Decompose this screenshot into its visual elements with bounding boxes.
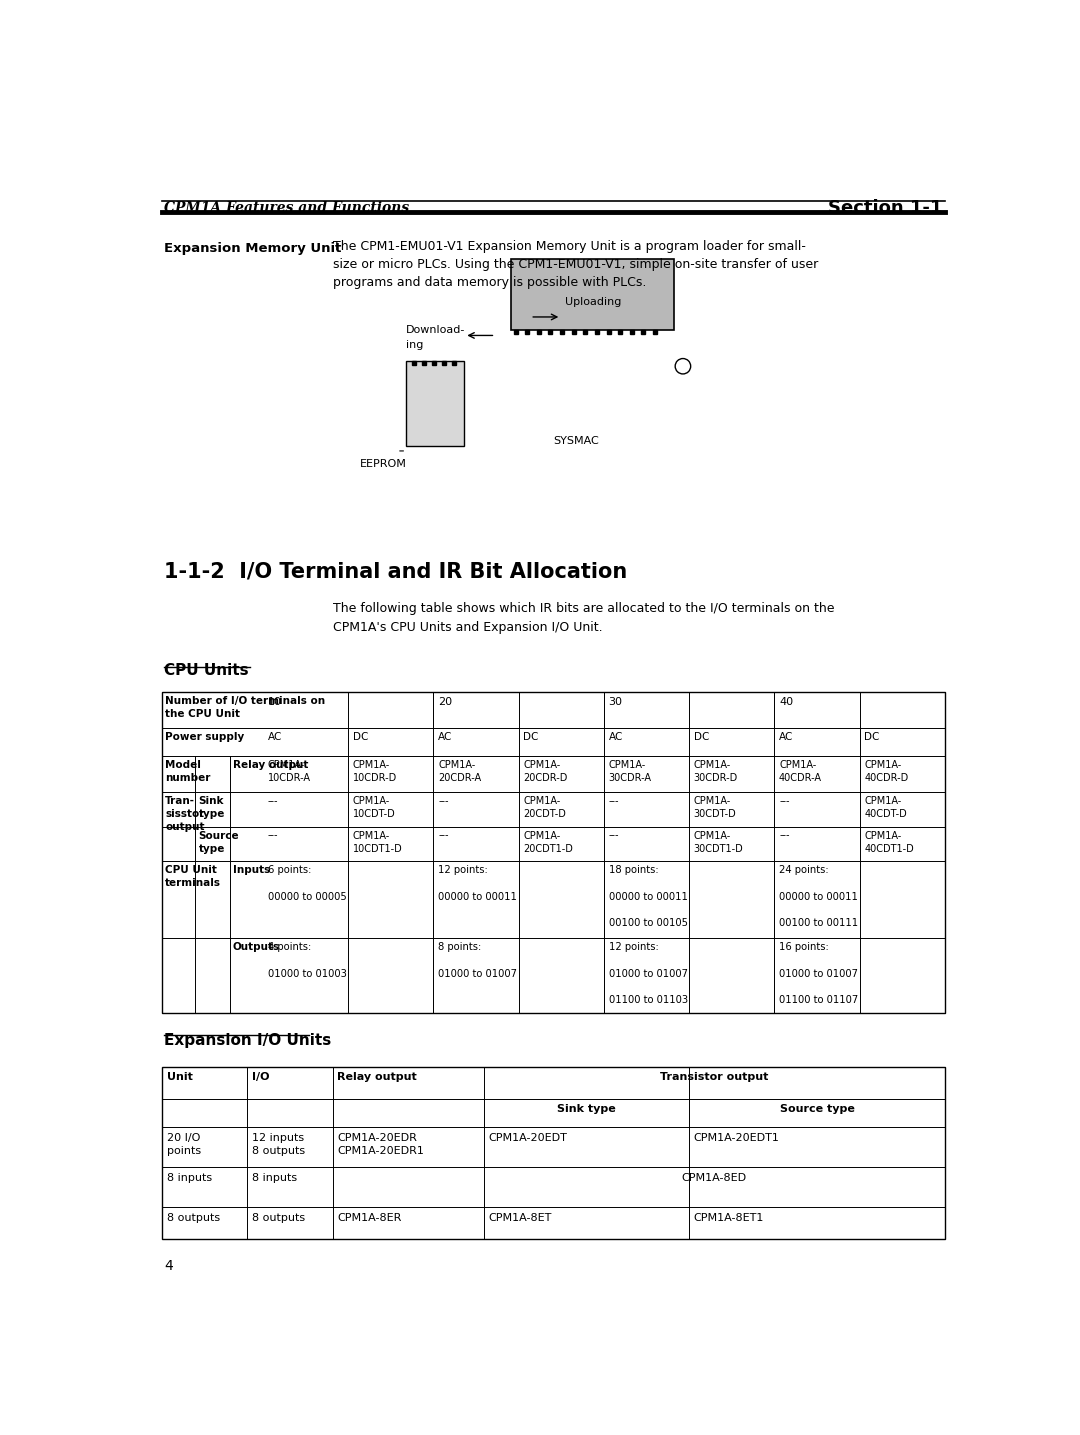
Text: Unit: Unit bbox=[166, 1072, 192, 1082]
Text: Power supply: Power supply bbox=[165, 732, 244, 742]
Text: ---: --- bbox=[268, 831, 278, 841]
Bar bbox=[162, 692, 945, 1013]
Bar bbox=[162, 1068, 945, 1238]
Text: ---: --- bbox=[438, 796, 448, 806]
Text: 8 points:

01000 to 01007: 8 points: 01000 to 01007 bbox=[438, 943, 517, 979]
Text: CPM1A-20EDT1: CPM1A-20EDT1 bbox=[693, 1134, 780, 1144]
Text: CPM1A-
40CDT-D: CPM1A- 40CDT-D bbox=[864, 796, 907, 819]
Text: Source
type: Source type bbox=[199, 831, 239, 854]
Text: Inputs: Inputs bbox=[232, 865, 270, 875]
Text: Sink type: Sink type bbox=[557, 1104, 616, 1114]
Text: CPM1A-
40CDT1-D: CPM1A- 40CDT1-D bbox=[864, 831, 914, 854]
Text: ---: --- bbox=[779, 831, 789, 841]
Text: SYSMAC: SYSMAC bbox=[554, 436, 599, 445]
Text: AC: AC bbox=[608, 732, 623, 742]
Text: CPM1A-20EDT: CPM1A-20EDT bbox=[488, 1134, 567, 1144]
Text: ---: --- bbox=[608, 796, 619, 806]
Text: CPM1A-
20CDT1-D: CPM1A- 20CDT1-D bbox=[524, 831, 573, 854]
Text: CPM1A-20EDR
CPM1A-20EDR1: CPM1A-20EDR CPM1A-20EDR1 bbox=[337, 1134, 424, 1157]
Text: Transistor output: Transistor output bbox=[660, 1072, 769, 1082]
Text: DC: DC bbox=[693, 732, 710, 742]
Text: Expansion I/O Units: Expansion I/O Units bbox=[164, 1033, 332, 1048]
Text: 8 inputs: 8 inputs bbox=[166, 1174, 212, 1184]
Text: CPM1A-
10CDR-A: CPM1A- 10CDR-A bbox=[268, 759, 311, 784]
Text: 10: 10 bbox=[268, 696, 282, 706]
Text: 8 outputs: 8 outputs bbox=[166, 1213, 220, 1223]
Text: CPM1A-8ET: CPM1A-8ET bbox=[488, 1213, 552, 1223]
Text: 4: 4 bbox=[164, 1260, 173, 1273]
Text: The CPM1-EMU01-V1 Expansion Memory Unit is a program loader for small-
size or m: The CPM1-EMU01-V1 Expansion Memory Unit … bbox=[333, 240, 818, 288]
Text: 4 points:

01000 to 01003: 4 points: 01000 to 01003 bbox=[268, 943, 347, 979]
Text: 6 points:

00000 to 00005: 6 points: 00000 to 00005 bbox=[268, 865, 347, 901]
Text: CPM1A-
40CDR-D: CPM1A- 40CDR-D bbox=[864, 759, 908, 784]
Text: 30: 30 bbox=[608, 696, 622, 706]
Text: Download-: Download- bbox=[406, 324, 465, 334]
Text: 40: 40 bbox=[779, 696, 793, 706]
Text: ---: --- bbox=[608, 831, 619, 841]
Text: AC: AC bbox=[268, 732, 282, 742]
Text: Uploading: Uploading bbox=[565, 297, 621, 307]
Text: Section 1-1: Section 1-1 bbox=[828, 199, 943, 217]
Text: CPM1A-
30CDT-D: CPM1A- 30CDT-D bbox=[693, 796, 737, 819]
Text: 12 points:

00000 to 00011: 12 points: 00000 to 00011 bbox=[438, 865, 517, 901]
Text: Model
number: Model number bbox=[165, 759, 211, 784]
Text: CPM1A-
40CDR-A: CPM1A- 40CDR-A bbox=[779, 759, 822, 784]
Text: 1-1-2  I/O Terminal and IR Bit Allocation: 1-1-2 I/O Terminal and IR Bit Allocation bbox=[164, 561, 627, 581]
Text: DC: DC bbox=[864, 732, 879, 742]
Text: 8 inputs: 8 inputs bbox=[252, 1174, 297, 1184]
Text: Relay output: Relay output bbox=[337, 1072, 417, 1082]
Text: CPM1A-
10CDT1-D: CPM1A- 10CDT1-D bbox=[353, 831, 403, 854]
Bar bbox=[406, 360, 464, 445]
Text: ---: --- bbox=[779, 796, 789, 806]
Text: Sink
type: Sink type bbox=[199, 796, 225, 819]
Text: CPM1A-
20CDT-D: CPM1A- 20CDT-D bbox=[524, 796, 566, 819]
Bar bbox=[511, 260, 674, 330]
Text: AC: AC bbox=[779, 732, 794, 742]
Text: Relay output: Relay output bbox=[232, 759, 308, 769]
Text: 24 points:

00000 to 00011

00100 to 00111: 24 points: 00000 to 00011 00100 to 00111 bbox=[779, 865, 859, 928]
Text: DC: DC bbox=[353, 732, 368, 742]
Text: CPM1A-
20CDR-A: CPM1A- 20CDR-A bbox=[438, 759, 482, 784]
Text: ing: ing bbox=[406, 340, 423, 350]
Text: CPM1A Features and Functions: CPM1A Features and Functions bbox=[164, 201, 409, 215]
Text: CPM1A-8ER: CPM1A-8ER bbox=[337, 1213, 402, 1223]
Text: Source type: Source type bbox=[780, 1104, 854, 1114]
Text: 20: 20 bbox=[438, 696, 453, 706]
Text: 20 I/O
points: 20 I/O points bbox=[166, 1134, 201, 1157]
Text: Outputs: Outputs bbox=[232, 943, 280, 953]
Text: CPM1A-8ED: CPM1A-8ED bbox=[681, 1174, 747, 1184]
Text: Expansion Memory Unit: Expansion Memory Unit bbox=[164, 241, 342, 254]
Text: DC: DC bbox=[524, 732, 539, 742]
Text: 12 points:

01000 to 01007

01100 to 01103: 12 points: 01000 to 01007 01100 to 01103 bbox=[608, 943, 688, 1004]
Text: ---: --- bbox=[438, 831, 448, 841]
Text: CPM1A-
20CDR-D: CPM1A- 20CDR-D bbox=[524, 759, 568, 784]
Text: 8 outputs: 8 outputs bbox=[252, 1213, 306, 1223]
Text: CPM1A-
30CDT1-D: CPM1A- 30CDT1-D bbox=[693, 831, 743, 854]
Text: CPM1A-
30CDR-D: CPM1A- 30CDR-D bbox=[693, 759, 738, 784]
Text: AC: AC bbox=[438, 732, 453, 742]
Text: CPM1A-
10CDR-D: CPM1A- 10CDR-D bbox=[353, 759, 397, 784]
Text: 12 inputs
8 outputs: 12 inputs 8 outputs bbox=[252, 1134, 306, 1157]
Text: CPM1A-
10CDT-D: CPM1A- 10CDT-D bbox=[353, 796, 395, 819]
Text: ---: --- bbox=[268, 796, 278, 806]
Text: CPU Unit
terminals: CPU Unit terminals bbox=[165, 865, 221, 888]
Text: I/O: I/O bbox=[252, 1072, 270, 1082]
Text: Number of I/O terminals on
the CPU Unit: Number of I/O terminals on the CPU Unit bbox=[165, 696, 325, 719]
Text: EEPROM: EEPROM bbox=[360, 459, 407, 469]
Text: CPM1A-
30CDR-A: CPM1A- 30CDR-A bbox=[608, 759, 651, 784]
Text: Tran-
sisstor
output: Tran- sisstor output bbox=[165, 796, 205, 832]
Text: 16 points:

01000 to 01007

01100 to 01107: 16 points: 01000 to 01007 01100 to 01107 bbox=[779, 943, 859, 1004]
Text: The following table shows which IR bits are allocated to the I/O terminals on th: The following table shows which IR bits … bbox=[333, 601, 834, 634]
Text: CPM1A-8ET1: CPM1A-8ET1 bbox=[693, 1213, 765, 1223]
Text: CPU Units: CPU Units bbox=[164, 663, 249, 679]
Text: 18 points:

00000 to 00011

00100 to 00105: 18 points: 00000 to 00011 00100 to 00105 bbox=[608, 865, 688, 928]
